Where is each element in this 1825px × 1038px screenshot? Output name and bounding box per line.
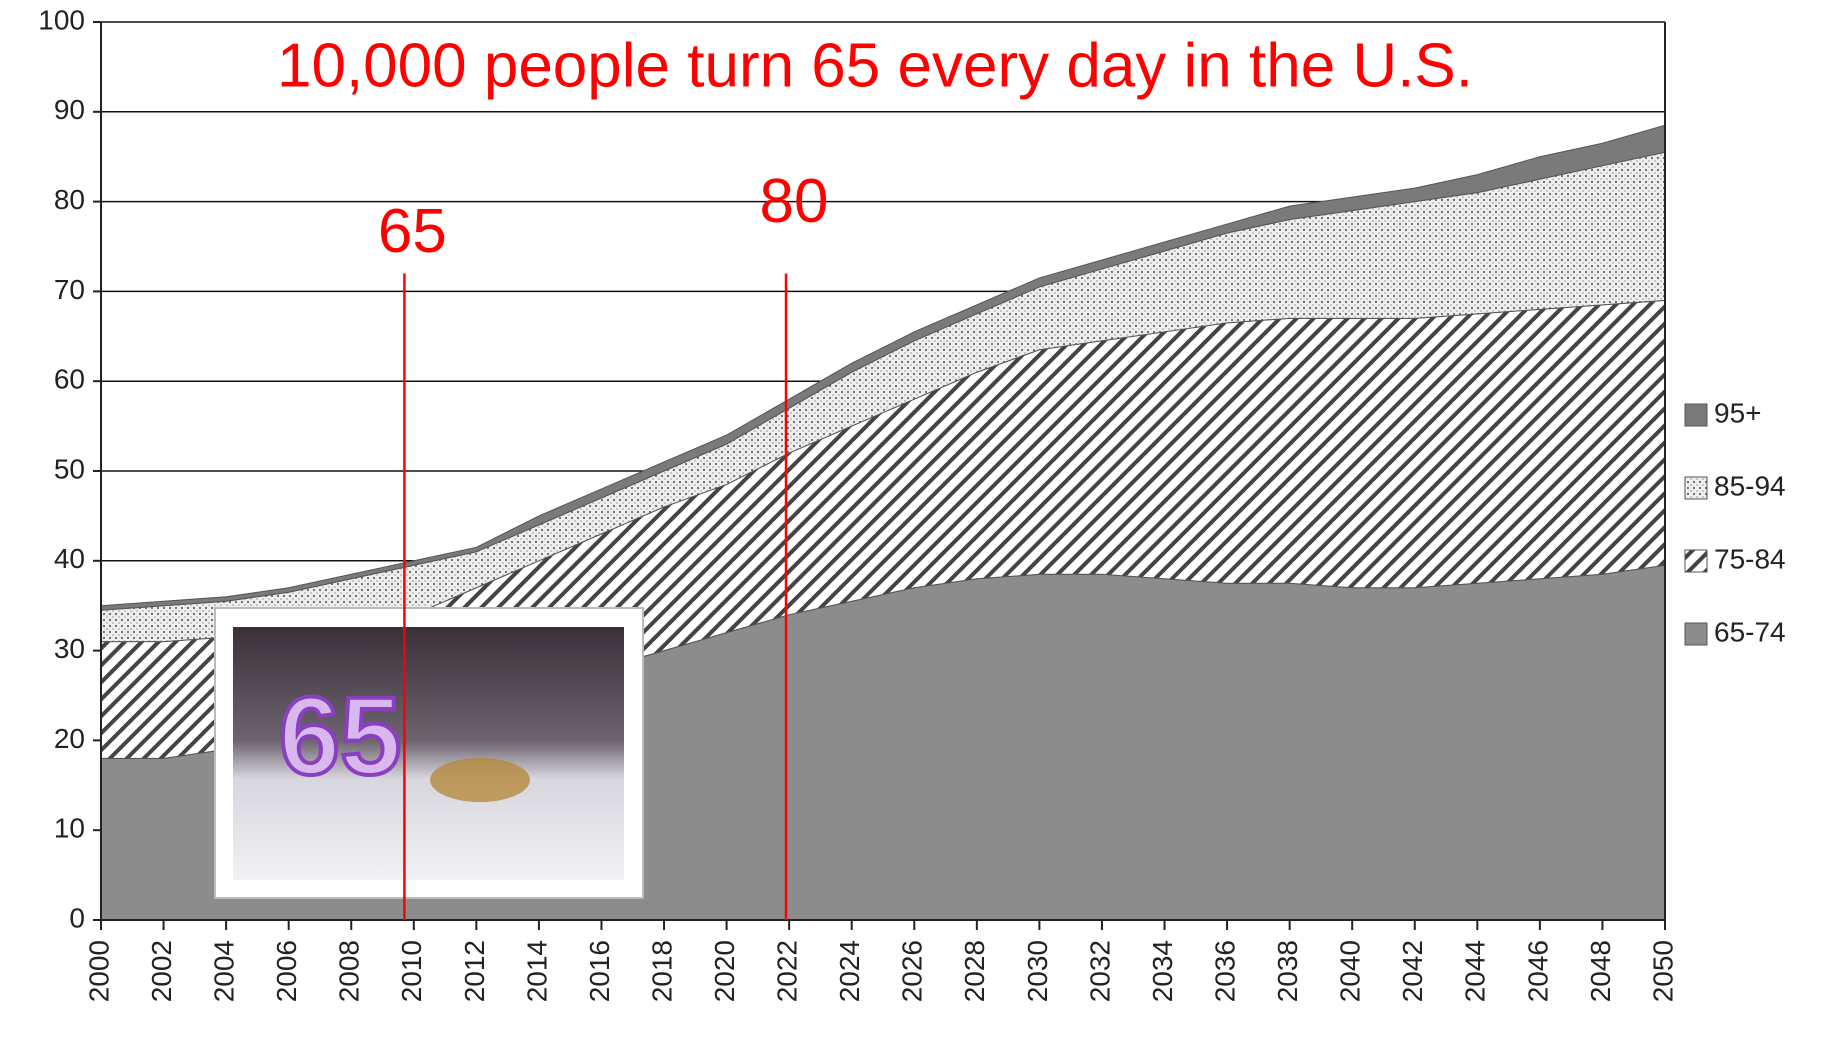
x-tick-label: 2044 <box>1460 940 1491 1002</box>
svg-text:65: 65 <box>279 675 401 798</box>
x-tick-label: 2008 <box>334 940 365 1002</box>
legend-swatch <box>1684 476 1708 500</box>
legend-label: 75-84 <box>1714 543 1786 574</box>
legend-label: 85-94 <box>1714 470 1786 501</box>
legend: 65-74 75-84 85-94 95+ <box>1684 397 1786 647</box>
x-tick-label: 2020 <box>709 940 740 1002</box>
y-tick-label: 40 <box>54 543 85 574</box>
x-tick-label: 2022 <box>772 940 803 1002</box>
x-tick-label: 2042 <box>1397 940 1428 1002</box>
legend-label: 95+ <box>1714 397 1762 428</box>
annotation-label: 80 <box>760 167 829 236</box>
x-tick-label: 2040 <box>1335 940 1366 1002</box>
x-tick-label: 2034 <box>1147 940 1178 1002</box>
y-tick-label: 90 <box>54 94 85 125</box>
y-tick-label: 0 <box>69 902 85 933</box>
legend-label: 65-74 <box>1714 616 1786 647</box>
y-tick-label: 100 <box>38 4 85 35</box>
x-tick-label: 2028 <box>959 940 990 1002</box>
y-tick-label: 30 <box>54 633 85 664</box>
x-tick-label: 2012 <box>459 940 490 1002</box>
legend-swatch <box>1684 403 1708 427</box>
y-tick-label: 70 <box>54 274 85 305</box>
legend-swatch <box>1684 622 1708 646</box>
x-tick-label: 2046 <box>1522 940 1553 1002</box>
x-tick-label: 2024 <box>834 940 865 1002</box>
x-tick-label: 2036 <box>1209 940 1240 1002</box>
x-tick-label: 2000 <box>83 940 114 1002</box>
y-tick-label: 50 <box>54 453 85 484</box>
y-tick-label: 60 <box>54 364 85 395</box>
x-tick-label: 2018 <box>646 940 677 1002</box>
x-tick-label: 2006 <box>271 940 302 1002</box>
y-tick-label: 20 <box>54 723 85 754</box>
photo: 65 <box>214 607 644 899</box>
x-tick-label: 2016 <box>584 940 615 1002</box>
x-tick-label: 2004 <box>209 940 240 1002</box>
chart-title: 10,000 people turn 65 every day in the U… <box>277 31 1473 100</box>
annotations: 65 80 <box>378 167 829 920</box>
x-tick-label: 2026 <box>897 940 928 1002</box>
x-tick-label: 2032 <box>1084 940 1115 1002</box>
x-tick-label: 2038 <box>1272 940 1303 1002</box>
x-tick-label: 2030 <box>1022 940 1053 1002</box>
x-tick-label: 2050 <box>1647 940 1678 1002</box>
x-tick-label: 2010 <box>396 940 427 1002</box>
x-tick-label: 2014 <box>521 940 552 1002</box>
annotation-label: 65 <box>378 197 447 266</box>
x-tick-label: 2002 <box>146 940 177 1002</box>
x-tick-label: 2048 <box>1585 940 1616 1002</box>
y-tick-label: 10 <box>54 813 85 844</box>
legend-swatch <box>1684 549 1708 573</box>
y-tick-label: 80 <box>54 184 85 215</box>
